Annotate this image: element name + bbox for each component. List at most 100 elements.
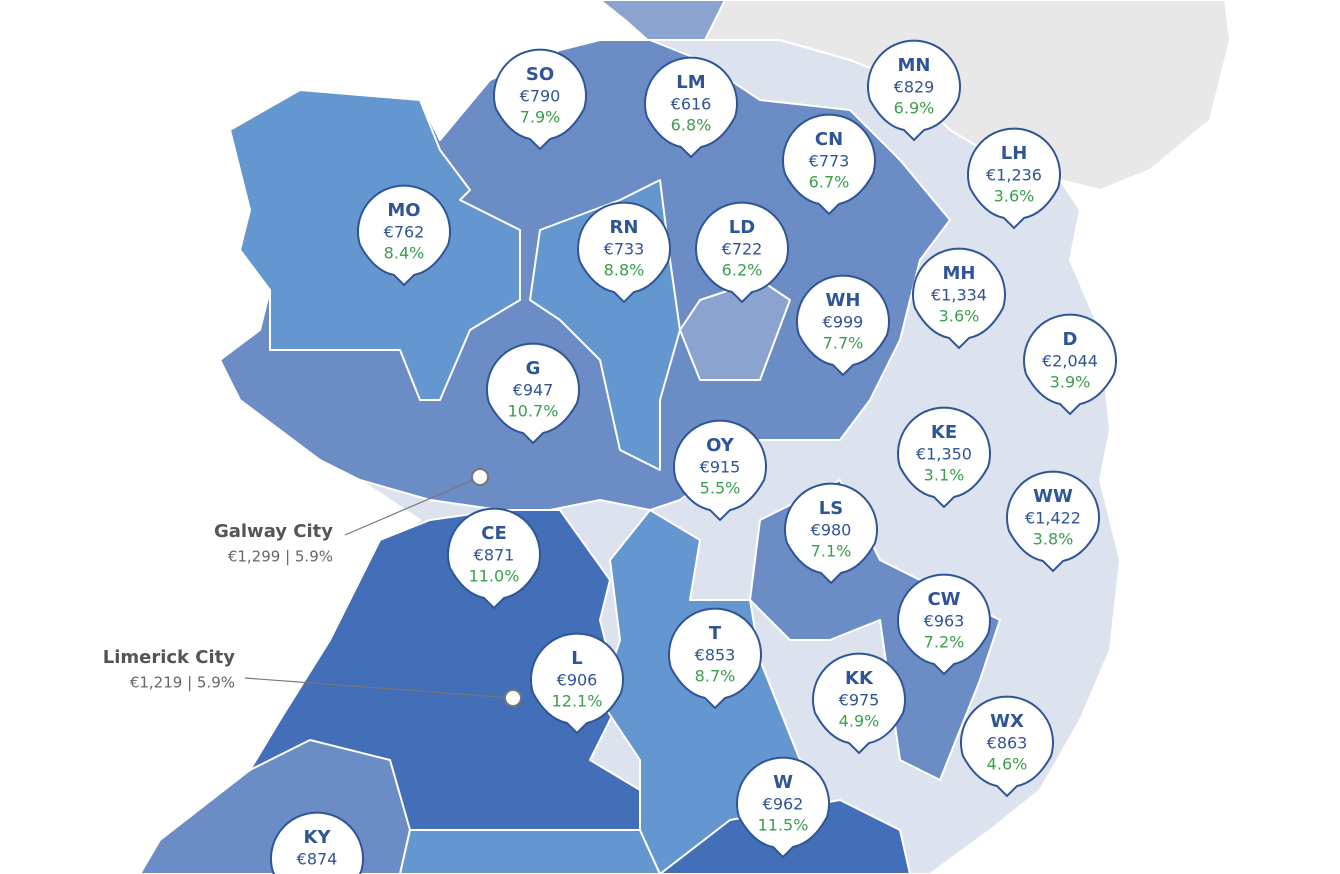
pin: WX €863 4.6% [960, 695, 1054, 798]
pin: KE €1,350 3.1% [897, 406, 991, 509]
pin-marker [1023, 313, 1117, 416]
pin-rent: €762 [384, 223, 425, 242]
pin: LM €616 6.8% [644, 56, 738, 159]
pin: CE €871 11.0% [447, 507, 541, 610]
pin-marker [486, 342, 580, 445]
pin-code: WW [1033, 486, 1073, 507]
leader-line [344, 476, 481, 536]
pin: T €853 8.7% [668, 607, 762, 710]
pin-marker [960, 695, 1054, 798]
pins: SO €790 7.9% LM €616 6.8% MN €829 6.9% CN €773 6.7%… [270, 39, 1117, 874]
pin-rent: €616 [671, 95, 712, 114]
pin-rent: €1,334 [931, 286, 987, 305]
pin-code: D [1063, 329, 1078, 350]
pin: WH €999 7.7% [796, 274, 890, 377]
pin: LD €722 6.2% [695, 201, 789, 304]
city-dot [471, 468, 489, 486]
pin-rent: €773 [809, 152, 850, 171]
pin-marker [530, 632, 624, 735]
pin-change: 6.2% [722, 261, 763, 280]
pin-marker [897, 573, 991, 676]
pin-change: 3.6% [939, 307, 980, 326]
pin: OY €915 5.5% [673, 419, 767, 522]
pin-change: 6.7% [809, 173, 850, 192]
longford [679, 279, 791, 381]
pin-change: 10.7% [508, 402, 559, 421]
pin-marker [812, 652, 906, 755]
pin-rent: €962 [763, 795, 804, 814]
pin-rent: €915 [700, 458, 741, 477]
pin-rent: €2,044 [1042, 352, 1098, 371]
pin-change: 3.9% [1050, 373, 1091, 392]
pin-change: 12.1% [552, 692, 603, 711]
pin-rent: €871 [474, 546, 515, 565]
pin-change: 7.2% [924, 633, 965, 652]
pin-rent: €906 [557, 671, 598, 690]
pin-change: 6.9% [894, 99, 935, 118]
pin-code: LS [819, 498, 843, 519]
pin-rent: €722 [722, 240, 763, 259]
pin-code: LM [676, 72, 705, 93]
pin-code: KE [931, 422, 957, 443]
pin-marker [357, 184, 451, 287]
pin-change: 8.4% [384, 244, 425, 263]
pin-rent: €980 [811, 521, 852, 540]
pin-code: CN [815, 129, 843, 150]
pin-rent: €999 [823, 313, 864, 332]
pin-marker [867, 39, 961, 142]
pin-code: MH [943, 263, 976, 284]
pin-code: LH [1001, 143, 1028, 164]
pin-marker [270, 811, 364, 874]
pin-marker [912, 247, 1006, 350]
pin-marker [1006, 470, 1100, 573]
pin: RN €733 8.8% [577, 201, 671, 304]
donegal [599, 0, 726, 43]
pin-marker [673, 419, 767, 522]
pin: KY €874 [270, 811, 364, 874]
pin-marker [967, 127, 1061, 230]
pin-change: 5.5% [700, 479, 741, 498]
pin-code: KY [304, 827, 332, 848]
city-name: Galway City [214, 521, 333, 542]
pin-code: L [571, 648, 582, 669]
pin-change: 3.8% [1033, 530, 1074, 549]
pin-code: MO [387, 200, 420, 221]
pin: MH €1,334 3.6% [912, 247, 1006, 350]
pin: CN €773 6.7% [782, 113, 876, 216]
pin-rent: €829 [894, 78, 935, 97]
pin: MO €762 8.4% [357, 184, 451, 287]
pin-marker [644, 56, 738, 159]
pin-code: CE [481, 523, 507, 544]
pin-code: KK [845, 668, 874, 689]
pin-marker [897, 406, 991, 509]
pin-marker [493, 48, 587, 151]
pin-rent: €863 [987, 734, 1028, 753]
pin: LS €980 7.1% [784, 482, 878, 585]
pin-change: 6.8% [671, 116, 712, 135]
pin-code: G [526, 358, 541, 379]
city-detail: €1,219 | 5.9% [130, 674, 235, 692]
pin-rent: €1,422 [1025, 509, 1081, 528]
pin-marker [796, 274, 890, 377]
pin: SO €790 7.9% [493, 48, 587, 151]
pin: WW €1,422 3.8% [1006, 470, 1100, 573]
pin-change: 7.7% [823, 334, 864, 353]
pin-rent: €947 [513, 381, 554, 400]
city-detail: €1,299 | 5.9% [228, 548, 333, 566]
pin-rent: €1,350 [916, 445, 972, 464]
city-name: Limerick City [103, 647, 236, 668]
pin-code: WH [826, 290, 861, 311]
pin-change: 11.0% [469, 567, 520, 586]
pin-rent: €874 [297, 850, 338, 869]
pin-code: W [773, 772, 793, 793]
pin-marker [447, 507, 541, 610]
pin: D €2,044 3.9% [1023, 313, 1117, 416]
pin-rent: €1,236 [986, 166, 1042, 185]
pin: MN €829 6.9% [867, 39, 961, 142]
cork [399, 829, 661, 874]
pin-marker [577, 201, 671, 304]
pin-rent: €790 [520, 87, 561, 106]
pin-change: 4.6% [987, 755, 1028, 774]
pin-change: 3.6% [994, 187, 1035, 206]
